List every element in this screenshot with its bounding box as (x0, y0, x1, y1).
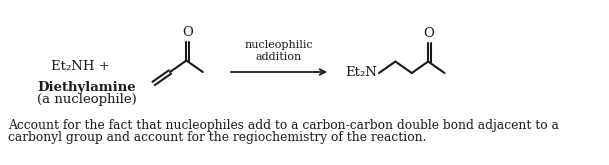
Text: O: O (424, 27, 435, 40)
Text: nucleophilic
addition: nucleophilic addition (245, 40, 314, 62)
Text: Et₂N: Et₂N (345, 66, 377, 79)
Text: carbonyl group and account for the regiochemistry of the reaction.: carbonyl group and account for the regio… (8, 132, 426, 145)
Text: O: O (182, 26, 193, 39)
Text: (a nucleophile): (a nucleophile) (37, 94, 137, 106)
Text: Et₂NH +: Et₂NH + (51, 61, 110, 73)
Text: Diethylamine: Diethylamine (38, 81, 136, 94)
Text: Account for the fact that nucleophiles add to a carbon-carbon double bond adjace: Account for the fact that nucleophiles a… (8, 118, 559, 132)
